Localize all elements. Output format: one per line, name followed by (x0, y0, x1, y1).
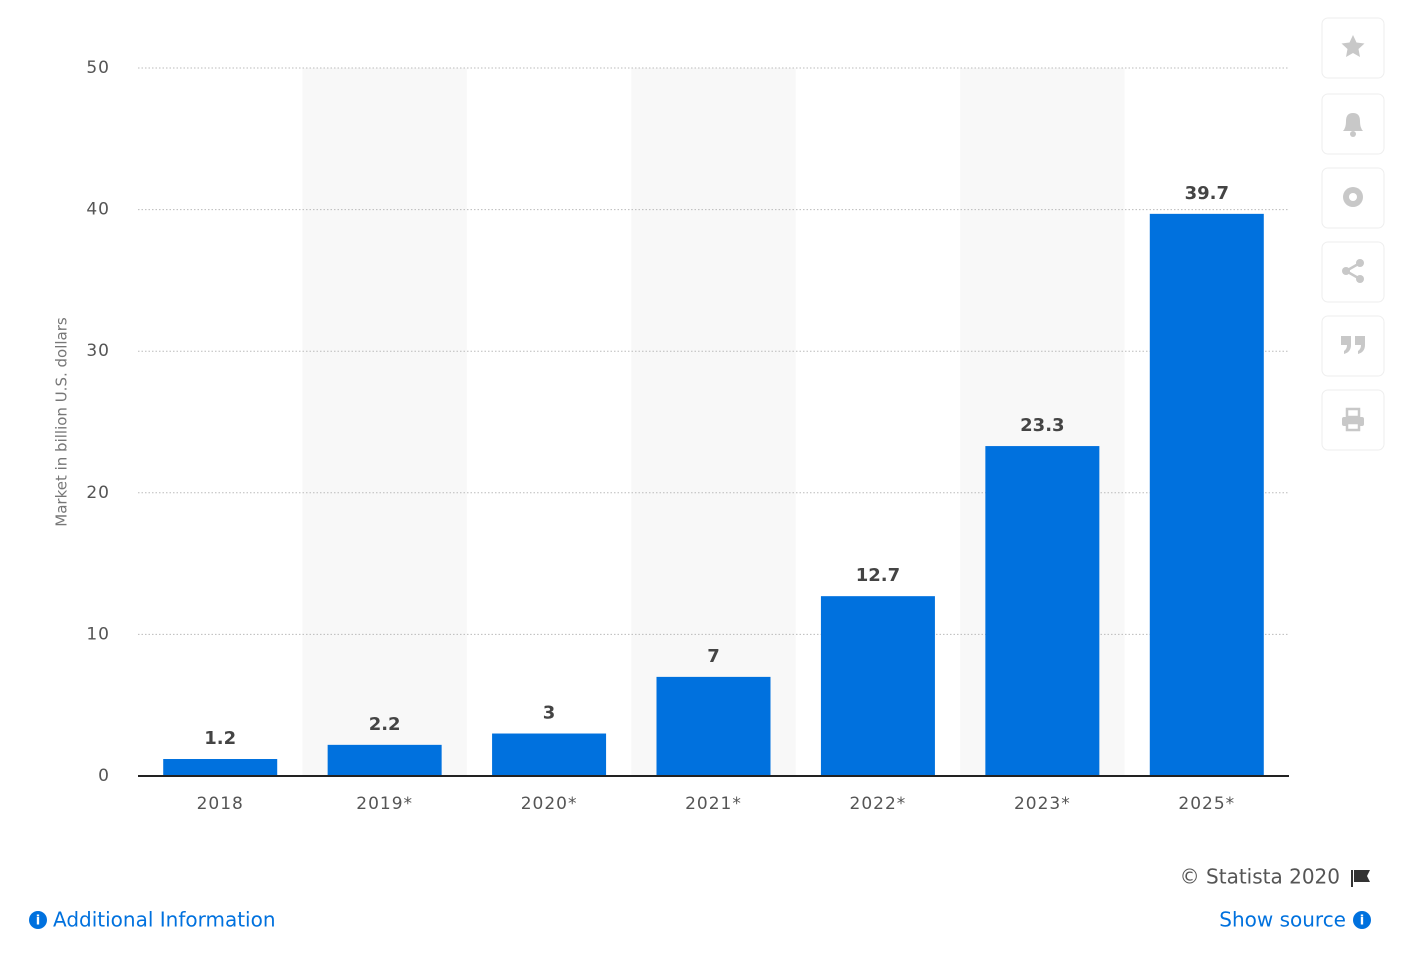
favorite-button[interactable] (1321, 17, 1385, 79)
bar (820, 596, 935, 776)
value-label: 39.7 (1185, 183, 1229, 204)
x-tick-label: 2025* (1178, 794, 1235, 814)
cite-button[interactable] (1321, 315, 1385, 377)
svg-text:i: i (36, 914, 40, 929)
bar (1149, 213, 1264, 776)
show-source-link[interactable]: Show source i (1219, 908, 1371, 932)
bar (327, 744, 442, 776)
value-label: 1.2 (204, 728, 236, 749)
x-tick-label: 2019* (356, 794, 413, 814)
print-button[interactable] (1321, 389, 1385, 451)
y-tick-label: 10 (86, 624, 110, 644)
value-label: 7 (707, 646, 720, 667)
additional-info-link[interactable]: i Additional Information (29, 908, 276, 932)
y-tick-label: 50 (86, 58, 110, 78)
svg-text:i: i (1360, 914, 1364, 929)
band-shade (302, 68, 467, 776)
value-label: 2.2 (369, 714, 401, 735)
band-shade (631, 68, 796, 776)
share-button[interactable] (1321, 241, 1385, 303)
x-tick-label: 2021* (685, 794, 742, 814)
x-tick-label: 2018 (197, 794, 244, 814)
sidebar (1321, 17, 1385, 451)
bar (985, 446, 1100, 776)
y-tick-label: 0 (98, 766, 110, 786)
value-label: 12.7 (856, 565, 900, 586)
value-label: 3 (543, 703, 556, 724)
y-axis-label: Market in billion U.S. dollars (53, 317, 71, 527)
additional-info-text[interactable]: Additional Information (53, 908, 276, 932)
show-source-text[interactable]: Show source (1219, 908, 1346, 932)
x-tick-label: 2022* (850, 794, 907, 814)
bar (492, 733, 607, 776)
y-tick-label: 30 (86, 341, 110, 361)
settings-button[interactable] (1321, 167, 1385, 229)
bar (163, 759, 278, 776)
bar (656, 676, 771, 776)
x-tick-label: 2023* (1014, 794, 1071, 814)
value-label: 23.3 (1020, 415, 1064, 436)
copyright: © Statista 2020 (1180, 865, 1340, 889)
notification-button[interactable] (1321, 93, 1385, 155)
y-tick-label: 40 (86, 200, 110, 220)
x-tick-label: 2020* (521, 794, 578, 814)
y-tick-label: 20 (86, 483, 110, 503)
flag-icon (1351, 870, 1370, 887)
